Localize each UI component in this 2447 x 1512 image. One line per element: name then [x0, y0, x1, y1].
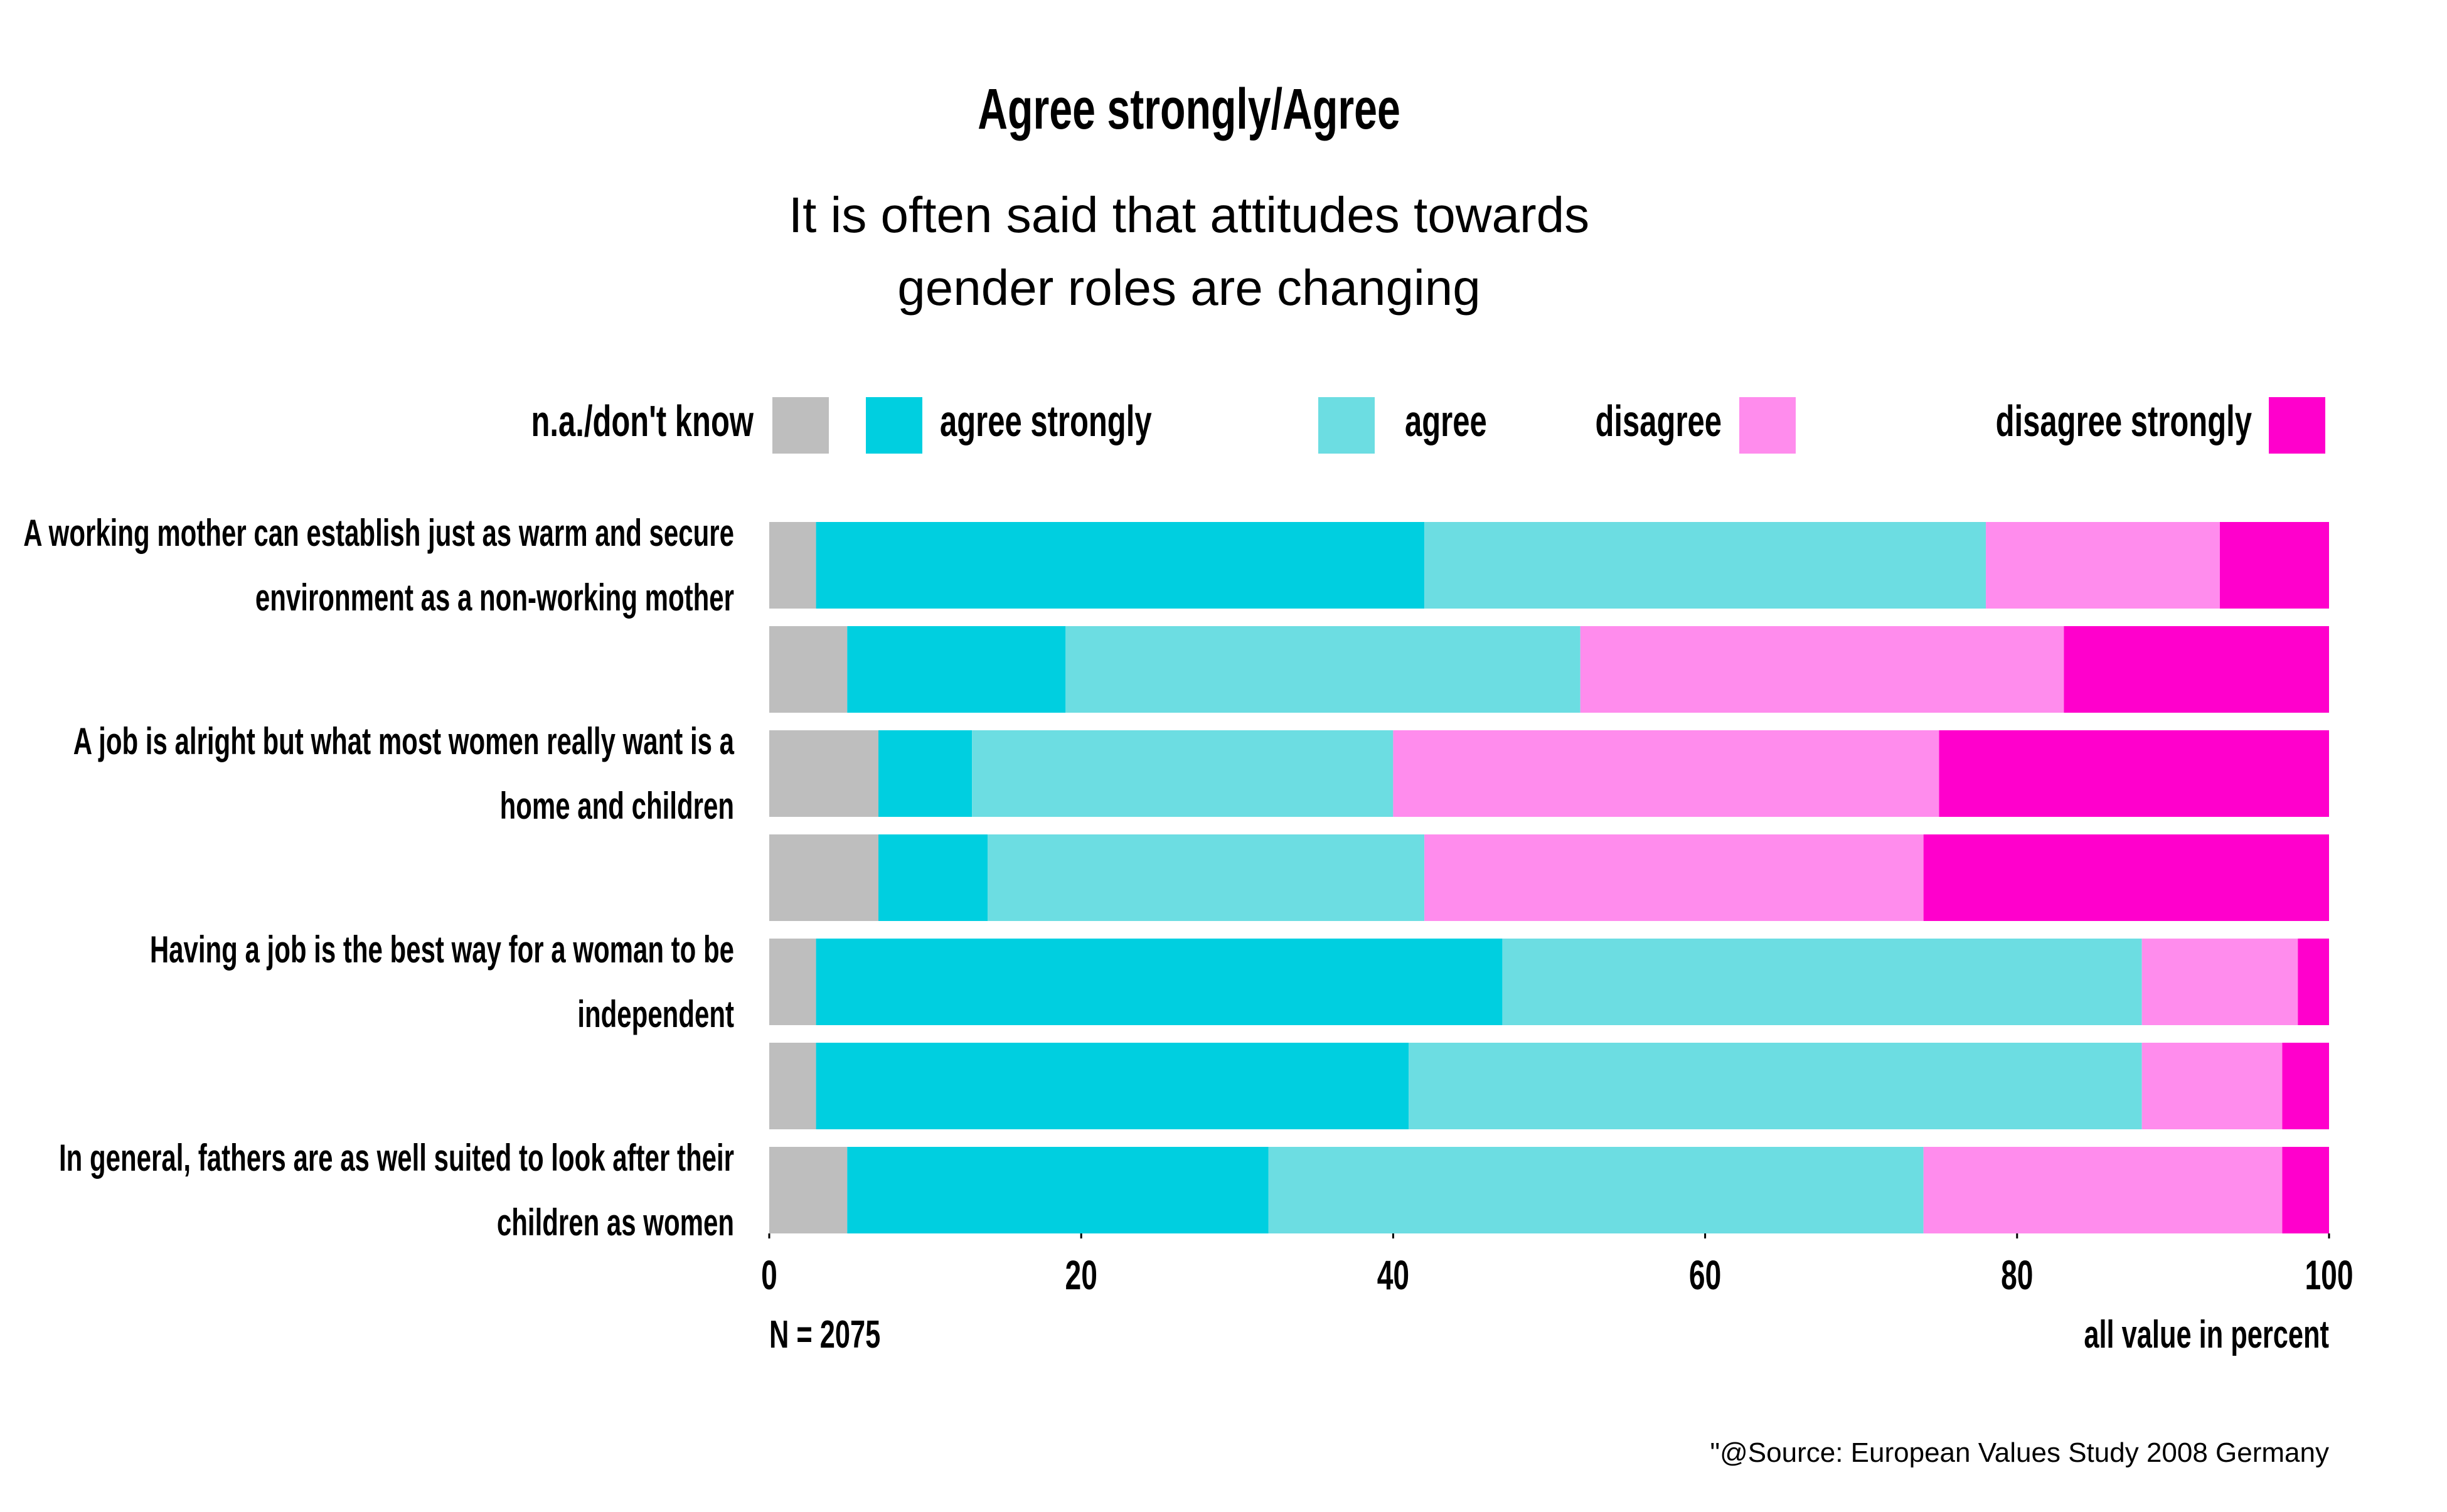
unit-note: all value in percent [2084, 1314, 2329, 1356]
bar-segment [2141, 939, 2298, 1025]
bar-segment [1939, 730, 2329, 817]
bar-segment [847, 1147, 1269, 1233]
legend-swatch [772, 397, 829, 454]
bar-segment [2282, 1147, 2329, 1233]
bar-segment [2064, 626, 2329, 713]
legend-label: n.a./don't know [531, 396, 754, 445]
bar-segment [847, 626, 1066, 713]
legend-label: disagree strongly [1996, 396, 2252, 445]
bar-segment [769, 522, 816, 609]
bar-segment [816, 939, 1503, 1025]
y-tick-label: A working mother can establish just as w… [23, 512, 734, 619]
chart-subtitle: It is often said that attitudes towards g… [789, 187, 1589, 316]
x-tick-label: 0 [761, 1252, 777, 1299]
bar-segment [878, 834, 988, 921]
bar-segment [1268, 1147, 1924, 1233]
bar-segment [1580, 626, 2064, 713]
bar-segment [2219, 522, 2329, 609]
bar-segment [769, 626, 848, 713]
bar-segment [878, 730, 973, 817]
x-tick-label: 20 [1065, 1252, 1097, 1299]
chart-title: Agree strongly/Agree [978, 76, 1400, 141]
y-tick-label: A job is alright but what most women rea… [73, 720, 734, 827]
bar-segment [1923, 1147, 2283, 1233]
source-note: "@Source: European Values Study 2008 Ger… [1710, 1437, 2329, 1468]
bar-segment [2282, 1043, 2329, 1129]
legend-swatch [866, 397, 922, 454]
bar-segment [769, 834, 879, 921]
bar-segment [769, 1043, 816, 1129]
sample-note: N = 2075 [769, 1314, 880, 1356]
bar-segment [1065, 626, 1581, 713]
x-tick-label: 60 [1689, 1252, 1721, 1299]
legend-swatch [2269, 397, 2325, 454]
legend-label: agree strongly [940, 396, 1152, 445]
x-tick-label: 80 [2001, 1252, 2033, 1299]
bar-segment [972, 730, 1394, 817]
x-tick-label: 100 [2305, 1252, 2353, 1299]
bar-segment [1424, 834, 1924, 921]
bar-segment [1409, 1043, 2142, 1129]
bar-segment [769, 730, 879, 817]
legend-label: disagree [1595, 396, 1722, 445]
y-tick-label: Having a job is the best way for a woman… [149, 929, 734, 1035]
bar-segment [1502, 939, 2142, 1025]
bar-segment [769, 1147, 848, 1233]
bar-segment [769, 939, 816, 1025]
bar-segment [1393, 730, 1939, 817]
legend-label: agree [1405, 396, 1487, 445]
bar-segment [2141, 1043, 2283, 1129]
bar-segment [1424, 522, 1986, 609]
legend-swatch [1318, 397, 1375, 454]
bar-segment [816, 1043, 1409, 1129]
bar-segment [1923, 834, 2329, 921]
x-tick-label: 40 [1377, 1252, 1409, 1299]
bar-segment [1986, 522, 2220, 609]
bar-segment [2298, 939, 2329, 1025]
legend-swatch [1739, 397, 1796, 454]
y-tick-label: In general, fathers are as well suited t… [59, 1137, 735, 1243]
bar-segment [988, 834, 1425, 921]
bar-segment [816, 522, 1425, 609]
